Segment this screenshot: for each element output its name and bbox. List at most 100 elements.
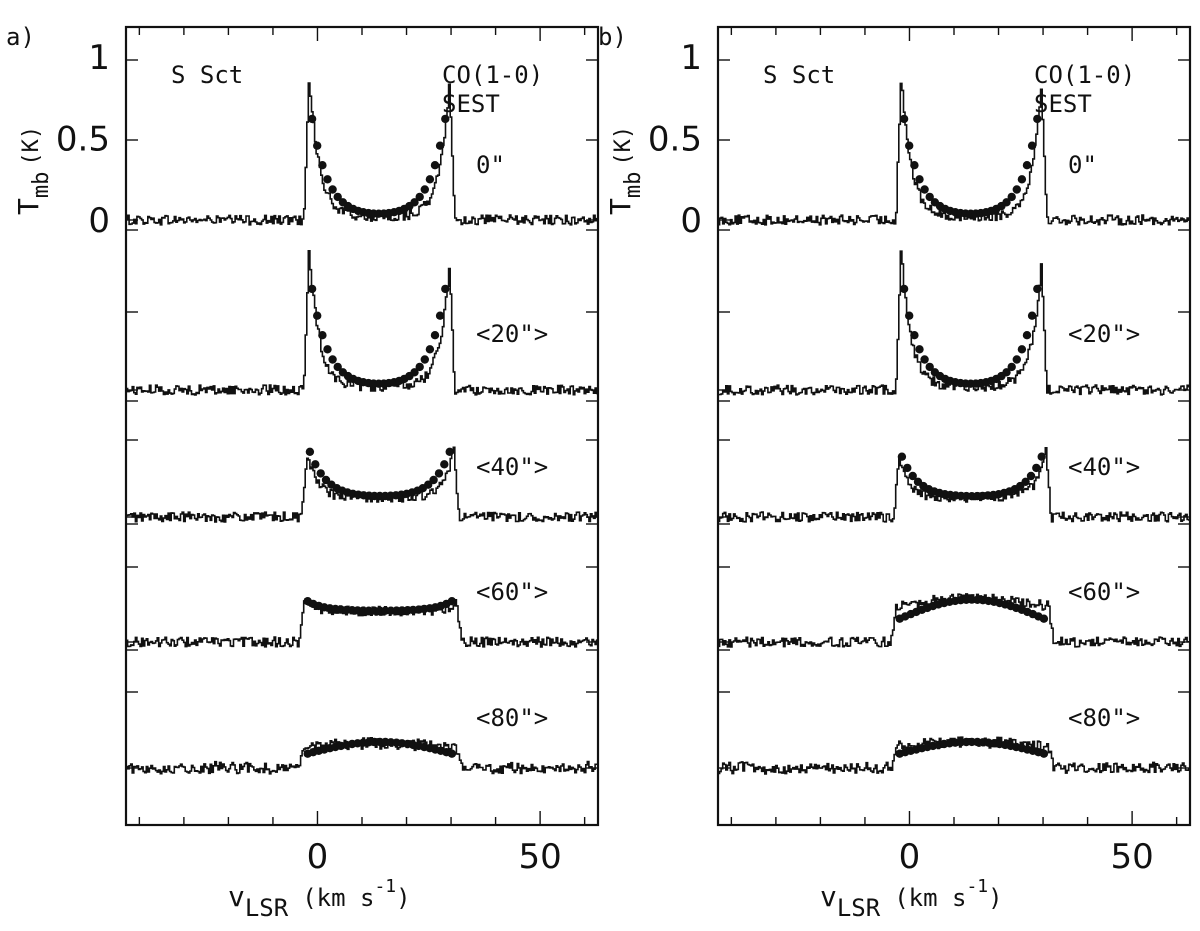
model-point xyxy=(908,471,917,481)
y-tick-label: 0.5 xyxy=(648,120,702,160)
model-point xyxy=(905,141,914,150)
y-tick-label: 1 xyxy=(88,38,110,78)
model-point xyxy=(429,475,438,485)
x-tick-label: 0 xyxy=(899,837,921,877)
model-point xyxy=(420,185,429,194)
model-point xyxy=(1017,175,1027,184)
y-axis-label-unit: (K) xyxy=(611,126,636,166)
spectrum-line xyxy=(126,598,598,648)
offset-label: <60"> xyxy=(1068,578,1140,606)
offset-label: <20"> xyxy=(476,320,548,348)
model-point xyxy=(307,284,317,294)
model-point xyxy=(903,463,912,473)
model-point xyxy=(434,469,444,478)
x-axis-label-close: ) xyxy=(988,884,1002,912)
model-point xyxy=(920,185,929,194)
panel-a: 0 50 1 0.5 0 a) S Sct CO(1-0)SEST Tmb (K) vLSR (km … xyxy=(6,23,600,922)
model-point xyxy=(910,161,919,170)
model-point xyxy=(415,192,424,202)
model-point xyxy=(899,284,909,294)
line-label: CO(1-0) xyxy=(1034,61,1135,89)
model-point xyxy=(1007,192,1016,202)
model-point xyxy=(313,311,322,320)
model-point xyxy=(910,331,919,340)
panel-label: b) xyxy=(598,23,627,51)
offset-label: <80"> xyxy=(476,704,548,732)
model-point xyxy=(1033,284,1042,294)
model-point xyxy=(425,345,435,354)
y-axis-label-sub: mb xyxy=(29,172,54,199)
x-axis-label-exp: -1 xyxy=(966,876,988,897)
model-point xyxy=(430,161,440,170)
model-point xyxy=(897,452,907,461)
model-point xyxy=(430,331,440,340)
x-axis-label-main: v xyxy=(820,880,837,913)
model-point xyxy=(1037,452,1046,461)
spectrum-line xyxy=(718,447,1190,523)
panel-b: 0 50 1 0.5 0 b) S Sct CO(1-0)SEST Tmb (K) vLSR (km … xyxy=(598,23,1192,922)
telescope-label: SEST xyxy=(442,90,500,118)
offset-label: 0" xyxy=(476,151,505,179)
model-point xyxy=(440,460,449,469)
x-axis-label-unit: (km s xyxy=(302,884,374,912)
model-point xyxy=(441,114,450,124)
model-point xyxy=(1002,368,1011,377)
spectrum-line xyxy=(126,82,598,226)
x-axis-label-sub: LSR xyxy=(245,894,289,922)
model-point xyxy=(925,362,934,372)
model-point xyxy=(307,114,317,124)
x-tick-label: 0 xyxy=(307,837,329,877)
y-tick-label: 0.5 xyxy=(56,120,110,160)
x-axis-label: vLSR (km s-1) xyxy=(228,876,411,922)
model-point xyxy=(318,161,327,170)
x-tick-label: 50 xyxy=(1110,837,1153,877)
model-point xyxy=(435,141,445,150)
model-point xyxy=(333,362,342,372)
model-point xyxy=(1002,198,1011,207)
model-point xyxy=(1027,311,1037,320)
y-axis-label-main: T xyxy=(12,198,45,215)
spectrum-line xyxy=(718,250,1190,396)
x-axis-label-unit: (km s xyxy=(894,884,966,912)
model-point xyxy=(447,749,457,758)
model-point xyxy=(323,345,332,354)
offset-label: 0" xyxy=(1068,151,1097,179)
x-axis-label-sub: LSR xyxy=(837,894,881,922)
y-axis-label: Tmb (K) xyxy=(604,126,646,215)
telescope-label: SEST xyxy=(1034,90,1092,118)
model-point xyxy=(328,185,337,194)
model-point xyxy=(311,460,320,469)
model-point xyxy=(318,331,327,340)
model-point xyxy=(1017,345,1027,354)
model-point xyxy=(441,284,450,294)
model-point xyxy=(321,475,331,485)
offset-label: <60"> xyxy=(476,578,548,606)
model-point xyxy=(323,175,332,184)
model-point xyxy=(313,141,322,150)
spectrum-line xyxy=(126,250,598,396)
offset-label: <40"> xyxy=(1068,453,1140,481)
x-axis-label-close: ) xyxy=(396,884,410,912)
model-point xyxy=(1012,355,1021,364)
model-point xyxy=(1022,331,1032,340)
model-point xyxy=(915,345,924,354)
y-tick-label: 0 xyxy=(88,201,110,241)
object-label: S Sct xyxy=(763,61,835,89)
y-tick-label: 1 xyxy=(680,38,702,78)
model-point xyxy=(305,447,315,456)
model-point xyxy=(410,368,419,377)
model-point xyxy=(1039,749,1049,758)
x-axis-label-main: v xyxy=(228,880,245,913)
panel-label: a) xyxy=(6,23,35,51)
model-point xyxy=(1012,185,1021,194)
y-axis-label: Tmb (K) xyxy=(12,126,54,215)
model-point xyxy=(920,355,929,364)
x-axis-label: vLSR (km s-1) xyxy=(820,876,1003,922)
model-point xyxy=(328,355,337,364)
offset-label: <40"> xyxy=(476,453,548,481)
y-tick-label: 0 xyxy=(680,201,702,241)
model-point xyxy=(1039,614,1049,623)
model-point xyxy=(1027,141,1037,150)
spectrum-line xyxy=(718,736,1190,775)
